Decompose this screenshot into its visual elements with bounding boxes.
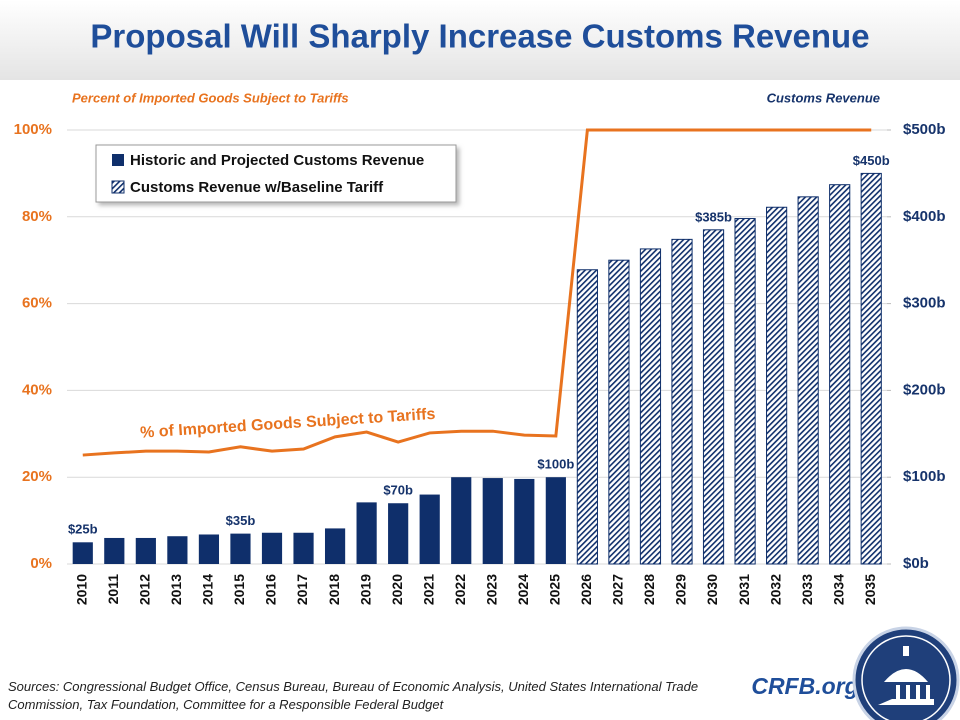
bar xyxy=(860,172,882,565)
bar xyxy=(702,229,725,565)
brand: CRFB.org xyxy=(751,673,858,699)
legend-box xyxy=(95,144,457,203)
bar xyxy=(419,494,440,564)
bar xyxy=(608,259,630,565)
bar xyxy=(167,536,188,564)
x-tick-label: 2010 xyxy=(73,574,89,605)
x-tick-label: 2011 xyxy=(105,574,121,605)
x-tick-label: 2035 xyxy=(862,574,878,605)
bar xyxy=(671,238,693,565)
logo xyxy=(852,626,960,720)
value-label: $35b xyxy=(226,513,256,528)
legend: Historic and Projected Customs Revenue C… xyxy=(95,144,457,203)
bar xyxy=(514,478,535,564)
bar xyxy=(261,532,283,564)
y-tick-label: 40% xyxy=(22,381,52,398)
x-tick-label: 2029 xyxy=(673,574,689,605)
bar xyxy=(356,502,377,564)
value-label: $70b xyxy=(383,483,413,498)
legend-label: Customs Revenue w/Baseline Tariff xyxy=(130,179,384,196)
y2-tick-label: $500b xyxy=(903,121,946,138)
x-tick-label: 2034 xyxy=(830,574,846,605)
sources: Sources: Congressional Budget Office, Ce… xyxy=(8,679,699,712)
bar xyxy=(829,184,851,565)
x-tick-label: 2013 xyxy=(168,574,184,605)
x-tick-label: 2017 xyxy=(294,574,310,605)
x-tick-label: 2014 xyxy=(200,574,216,605)
bar xyxy=(388,503,409,564)
x-tick-label: 2025 xyxy=(547,574,563,605)
bar xyxy=(797,196,819,565)
x-tick-label: 2019 xyxy=(357,574,373,605)
bar xyxy=(72,542,93,564)
x-tick-label: 2031 xyxy=(736,574,752,605)
x-tick-label: 2022 xyxy=(452,574,468,605)
line xyxy=(82,128,872,457)
y-tick-label: 20% xyxy=(22,468,52,485)
x-tick-label: 2024 xyxy=(515,574,531,605)
x-tick-label: 2026 xyxy=(578,574,594,605)
bar xyxy=(451,477,472,564)
legend-swatch xyxy=(111,180,125,194)
value-label: $25b xyxy=(68,522,98,537)
legend-swatch xyxy=(112,154,124,166)
x-tick-label: 2021 xyxy=(420,574,436,605)
x-tick-label: 2033 xyxy=(799,574,815,605)
x-tick-label: 2016 xyxy=(263,574,279,605)
y2-tick-label: $300b xyxy=(903,295,946,312)
x-tick-label: 2012 xyxy=(137,574,153,605)
y-tick-label: 100% xyxy=(14,121,52,138)
x-tick-label: 2027 xyxy=(610,574,626,605)
bar xyxy=(766,206,788,565)
line-annotation: % of Imported Goods Subject to Tariffs xyxy=(140,406,436,442)
value-label: $385b xyxy=(695,209,732,224)
x-tick-label: 2032 xyxy=(767,574,783,605)
chart-title: Proposal Will Sharply Increase Customs R… xyxy=(90,18,869,55)
y2-axis-title: Customs Revenue xyxy=(767,90,880,105)
bar xyxy=(198,534,220,564)
value-label: $100b xyxy=(537,457,574,472)
bar xyxy=(293,532,314,564)
y-tick-label: 80% xyxy=(22,208,52,225)
x-tick-label: 2023 xyxy=(483,574,499,605)
value-label: $450b xyxy=(853,153,890,168)
bar xyxy=(104,537,125,564)
x-tick-label: 2028 xyxy=(641,574,657,605)
bar xyxy=(639,248,662,565)
bar xyxy=(545,477,566,564)
bar xyxy=(135,537,156,564)
x-tick-label: 2015 xyxy=(231,574,247,605)
bar xyxy=(734,218,756,565)
y-tick-label: 60% xyxy=(22,295,52,312)
x-tick-label: 2030 xyxy=(704,574,720,605)
y2-tick-label: $400b xyxy=(903,208,946,225)
header-band xyxy=(0,0,960,80)
sources-box: Sources: Congressional Budget Office, Ce… xyxy=(8,679,699,712)
y2-tick-label: $200b xyxy=(903,381,946,398)
x-tick-label: 2020 xyxy=(389,574,405,605)
bar xyxy=(576,269,598,565)
x-tick-label: 2018 xyxy=(326,574,342,605)
bar xyxy=(230,533,251,564)
legend-label: Historic and Projected Customs Revenue xyxy=(130,152,424,169)
y2-tick-label: $100b xyxy=(903,468,946,485)
bar xyxy=(324,528,346,564)
y-tick-label: 0% xyxy=(30,555,52,572)
y2-tick-label: $0b xyxy=(903,555,929,572)
y-axis-title: Percent of Imported Goods Subject to Tar… xyxy=(72,90,349,105)
bar xyxy=(482,478,503,564)
